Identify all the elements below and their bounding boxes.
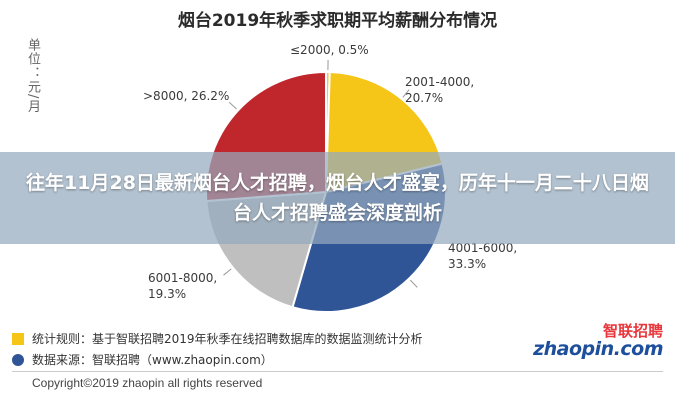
- square-bullet-icon: [12, 332, 24, 345]
- brand-en-text: zhaopin.com: [533, 338, 663, 360]
- unit-label: 单位：元/月: [25, 38, 40, 114]
- brand-cn-text: 智联招聘: [602, 322, 663, 340]
- leader-line-4001-6000: [409, 279, 418, 288]
- footer-divider: [12, 371, 663, 372]
- slice-label-line: 4001-6000,: [448, 241, 518, 255]
- slice-label-gt8000: >8000, 26.2%: [143, 88, 229, 104]
- data-source-text: 数据来源：智联招聘（www.zhaopin.com）: [32, 353, 273, 367]
- leader-line-6001-8000: [223, 268, 232, 276]
- slice-label-6001-8000: 6001-8000, 19.3%: [148, 270, 217, 302]
- zhaopin-logo: 智联招聘 zhaopin.com: [533, 320, 663, 364]
- headline-text: 往年11月28日最新烟台人才招聘，烟台人才盛宴，历年十一月二十八日烟台人才招聘盛…: [26, 172, 649, 224]
- stats-rule-note: 统计规则：基于智联招聘2019年秋季在线招聘数据库的数据监测统计分析: [12, 328, 532, 349]
- circle-bullet-icon: [12, 353, 24, 366]
- data-source-note: 数据来源：智联招聘（www.zhaopin.com）: [12, 349, 532, 370]
- leader-line-gt8000: [228, 101, 237, 110]
- slice-label-line: 2001-4000,: [405, 75, 475, 89]
- slice-label-4001-6000: 4001-6000, 33.3%: [448, 240, 517, 272]
- slice-label-line: ≤2000, 0.5%: [290, 43, 369, 57]
- headline-banner: 往年11月28日最新烟台人才招聘，烟台人才盛宴，历年十一月二十八日烟台人才招聘盛…: [0, 152, 675, 244]
- slice-label-line: 33.3%: [448, 257, 487, 271]
- slice-label-line: 20.7%: [405, 91, 444, 105]
- stats-rule-text: 统计规则：基于智联招聘2019年秋季在线招聘数据库的数据监测统计分析: [32, 332, 423, 346]
- slice-label-2001-4000: 2001-4000, 20.7%: [405, 74, 474, 106]
- slice-label-le2000: ≤2000, 0.5%: [290, 42, 369, 58]
- chart-title: 烟台2019年秋季求职期平均薪酬分布情况: [177, 11, 498, 31]
- slice-label-line: 19.3%: [148, 287, 187, 301]
- slice-label-line: 6001-8000,: [148, 271, 218, 285]
- chart-notes: 统计规则：基于智联招聘2019年秋季在线招聘数据库的数据监测统计分析 数据来源：…: [12, 328, 532, 370]
- slice-label-line: >8000, 26.2%: [143, 89, 230, 103]
- leader-line-2001-4000: [402, 89, 410, 98]
- copyright-text: Copyright©2019 zhaopin all rights reserv…: [32, 376, 263, 390]
